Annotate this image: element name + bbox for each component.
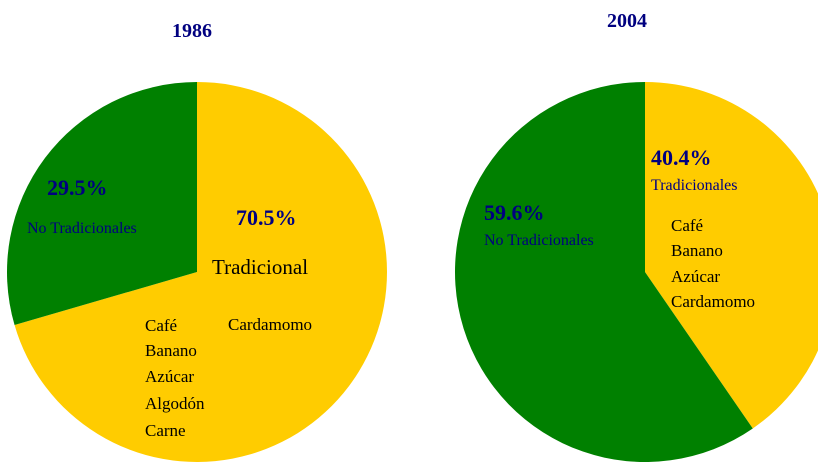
category-label: Tradicional <box>212 255 309 279</box>
chart-title: 1986 <box>172 20 212 42</box>
annotation: Café <box>145 316 178 335</box>
pie-slice <box>6 82 198 326</box>
annotation: Azúcar <box>671 267 721 286</box>
value-label: 40.4% <box>651 145 712 170</box>
annotation: Azúcar <box>145 367 195 386</box>
annotation: Banano <box>145 341 197 360</box>
annotation: Banano <box>671 241 723 260</box>
category-label: No Tradicionales <box>27 220 137 237</box>
category-label: No Tradicionales <box>484 232 594 249</box>
annotation: Algodón <box>145 394 205 413</box>
category-label: Tradicionales <box>651 177 738 194</box>
value-label: 70.5% <box>236 205 297 230</box>
pie-slice <box>14 82 388 462</box>
value-label: 59.6% <box>484 200 545 225</box>
chart-title: 2004 <box>607 10 647 32</box>
pie-slice <box>455 82 753 462</box>
pie-slice <box>645 82 818 429</box>
annotation: Cardamomo <box>671 292 756 311</box>
annotation: Carne <box>145 421 186 440</box>
value-label: 29.5% <box>47 175 108 200</box>
annotation: Cardamomo <box>228 315 313 334</box>
annotation: Café <box>671 216 704 235</box>
